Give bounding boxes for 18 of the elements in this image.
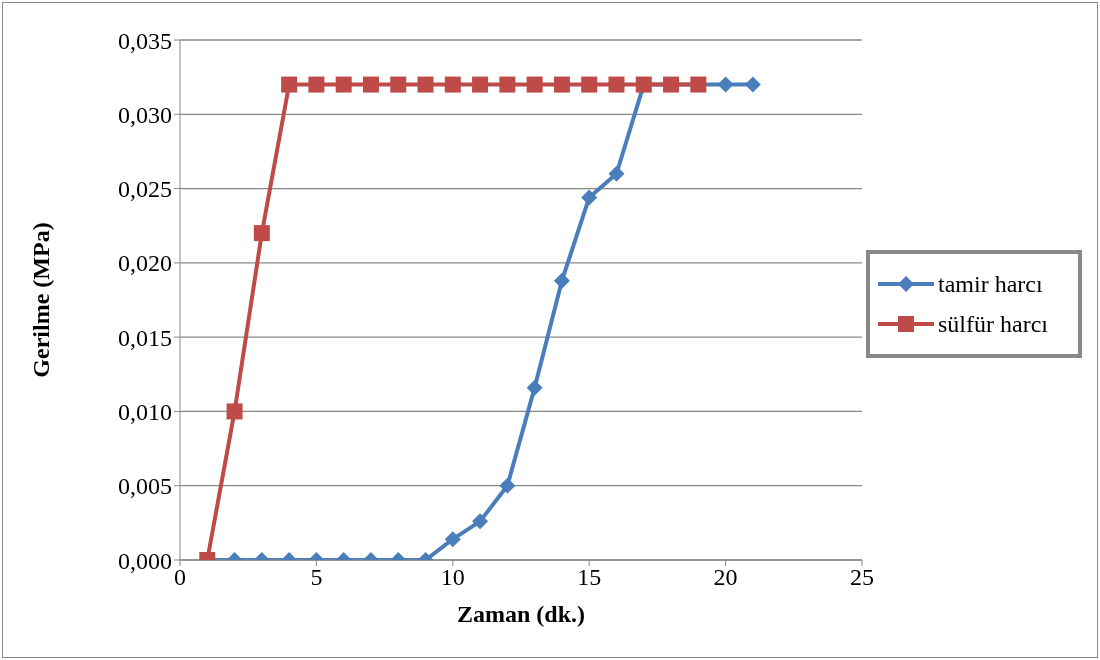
y-tick-label: 0,020 [118, 250, 172, 277]
x-tick-label: 15 [577, 564, 602, 591]
y-tick-label: 0,010 [118, 398, 172, 425]
y-tick-label: 0,000 [118, 547, 172, 574]
legend-label: sülfür harcı [938, 310, 1048, 338]
x-tick-label: 10 [440, 564, 465, 591]
y-tick-label: 0,035 [118, 27, 172, 54]
y-tick-label: 0,025 [118, 176, 172, 203]
x-tick-label: 0 [174, 564, 186, 591]
x-tick-label: 5 [310, 564, 323, 591]
x-tick-label: 20 [713, 564, 738, 591]
y-tick-label: 0,030 [118, 101, 172, 128]
legend-label: tamir harcı [938, 270, 1043, 298]
x-axis-title: Zaman (dk.) [456, 601, 586, 627]
y-axis-title: Gerilme (MPa) [27, 222, 54, 378]
x-tick-label: 25 [850, 564, 874, 591]
y-tick-label: 0,005 [118, 473, 172, 500]
y-tick-label: 0,015 [118, 324, 172, 351]
